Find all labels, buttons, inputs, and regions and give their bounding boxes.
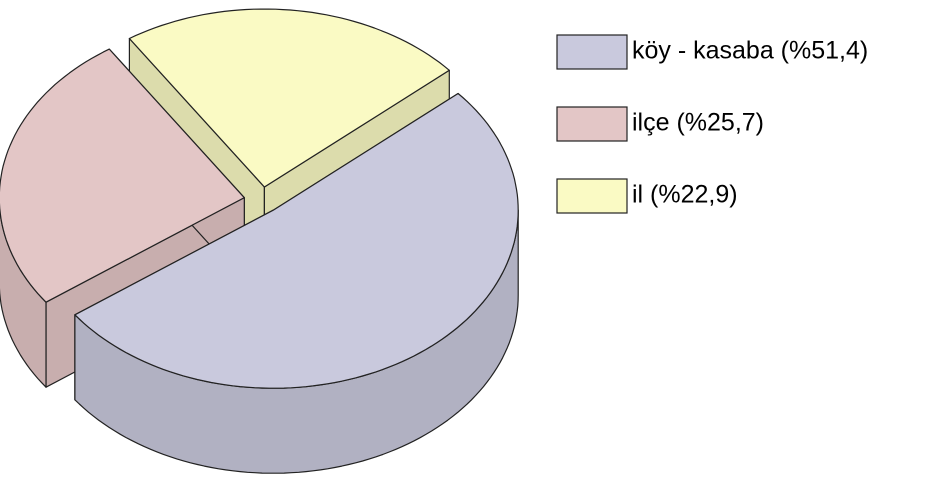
legend-swatch xyxy=(556,34,628,70)
legend: köy - kasaba (%51,4) ilçe (%25,7) il (%22,… xyxy=(556,34,868,214)
legend-swatch xyxy=(556,106,628,142)
legend-swatch xyxy=(556,178,628,214)
pie-slice xyxy=(0,48,245,303)
pie-slice xyxy=(74,92,519,389)
pie-slice xyxy=(128,8,450,188)
legend-label: köy - kasaba (%51,4) xyxy=(632,37,868,65)
legend-label: ilçe (%25,7) xyxy=(632,109,764,137)
legend-label: il (%22,9) xyxy=(632,181,738,209)
pie xyxy=(0,8,519,474)
